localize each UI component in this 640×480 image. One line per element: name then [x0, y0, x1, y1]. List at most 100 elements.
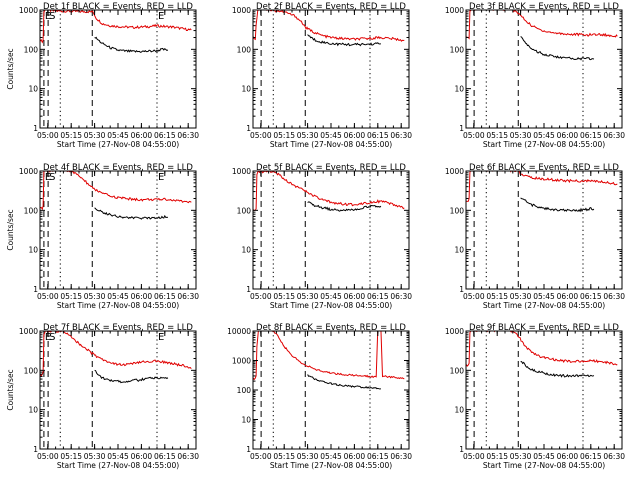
chart-title: Det 6f BLACK = Events, RED = LLD	[469, 163, 619, 173]
x-tick-label: 06:30	[390, 131, 412, 140]
x-tick-label: 05:00	[250, 131, 272, 140]
y-tick-label: 100	[24, 206, 39, 215]
chart-panel-3: Det 3f BLACK = Events, RED = LLD Start Ti…	[445, 2, 625, 149]
x-tick-label: 06:00	[131, 292, 153, 301]
chart-title: Det 2f BLACK = Events, RED = LLD	[256, 2, 406, 12]
x-tick-label: 06:00	[557, 452, 579, 461]
lld-series-line	[253, 171, 405, 211]
y-tick-label: 1	[459, 124, 464, 133]
x-tick-label: 06:30	[390, 292, 412, 301]
x-tick-label: 05:30	[510, 292, 532, 301]
y-tick-label: 10	[28, 406, 38, 415]
chart-title: Det 5f BLACK = Events, RED = LLD	[256, 163, 406, 173]
chart-panel-1: Det 1f BLACK = Events, RED = LLD Counts/s…	[6, 2, 199, 149]
x-tick-label: 06:15	[154, 292, 176, 301]
chart-panel-8: Det 8f BLACK = Events, RED = LLD Start Ti…	[227, 323, 412, 470]
marker-label: S	[49, 11, 55, 22]
plot-frame	[252, 330, 410, 450]
x-tick-label: 05:15	[60, 452, 82, 461]
x-tick-label: 06:00	[344, 131, 366, 140]
lld-series-line	[40, 10, 192, 44]
plot-frame	[39, 330, 197, 450]
y-tick-label: 100	[450, 45, 465, 54]
marker-label: E	[158, 172, 164, 183]
marker-label: E	[158, 11, 164, 22]
plot-frame	[465, 170, 623, 290]
x-tick-label: 05:15	[273, 292, 295, 301]
lld-series-line	[466, 171, 618, 202]
x-tick-label: 05:45	[533, 292, 555, 301]
lld-series-line	[253, 10, 405, 42]
plot-frame	[465, 9, 623, 129]
plot-frame	[39, 9, 197, 129]
x-tick-label: 06:30	[390, 452, 412, 461]
x-axis-label: Start Time (27-Nov-08 04:55:00)	[57, 461, 179, 470]
x-tick-label: 06:30	[603, 131, 625, 140]
marker-label: E	[45, 332, 51, 343]
events-series-line	[94, 207, 168, 220]
y-tick-label: 1000	[445, 327, 464, 336]
x-axis-label: Start Time (27-Nov-08 04:55:00)	[57, 301, 179, 310]
y-tick-label: 10	[454, 246, 464, 255]
y-tick-label: 10	[454, 85, 464, 94]
y-tick-label: 1000	[232, 6, 251, 15]
y-tick-label: 100	[450, 366, 465, 375]
x-tick-label: 05:30	[84, 452, 106, 461]
events-series-line	[307, 201, 382, 212]
y-tick-label: 1000	[445, 6, 464, 15]
chart-title: Det 3f BLACK = Events, RED = LLD	[469, 2, 619, 12]
x-tick-label: 05:15	[60, 131, 82, 140]
x-tick-label: 06:15	[580, 292, 602, 301]
y-tick-label: 10	[28, 85, 38, 94]
x-tick-label: 05:45	[320, 452, 342, 461]
y-tick-label: 1	[246, 124, 251, 133]
y-tick-label: 1	[33, 285, 38, 294]
marker-label: E	[158, 332, 164, 343]
y-tick-label: 1000	[19, 167, 38, 176]
y-tick-label: 1	[246, 285, 251, 294]
x-tick-label: 05:00	[250, 452, 272, 461]
x-tick-label: 06:30	[177, 131, 199, 140]
events-series-line	[94, 369, 169, 384]
y-tick-label: 100	[237, 45, 252, 54]
y-tick-label: 1000	[19, 327, 38, 336]
x-tick-label: 05:15	[486, 452, 508, 461]
y-tick-label: 10	[241, 246, 251, 255]
y-tick-label: 10	[241, 416, 251, 425]
x-tick-label: 05:15	[486, 292, 508, 301]
x-axis-label: Start Time (27-Nov-08 04:55:00)	[483, 301, 605, 310]
x-tick-label: 05:30	[84, 292, 106, 301]
lld-series-line	[253, 331, 405, 381]
x-axis-label: Start Time (27-Nov-08 04:55:00)	[270, 301, 392, 310]
x-tick-label: 06:15	[367, 292, 389, 301]
chart-title: Det 9f BLACK = Events, RED = LLD	[469, 323, 619, 333]
x-tick-label: 06:00	[557, 292, 579, 301]
events-series-line	[520, 197, 595, 213]
marker-label: S	[49, 172, 55, 183]
chart-panel-9: Det 9f BLACK = Events, RED = LLD Start Ti…	[445, 323, 625, 470]
x-tick-label: 05:15	[486, 131, 508, 140]
x-tick-label: 05:15	[273, 452, 295, 461]
x-tick-label: 06:15	[154, 131, 176, 140]
y-tick-label: 1	[33, 124, 38, 133]
marker-label: E	[45, 172, 51, 183]
lld-series-line	[40, 331, 192, 377]
chart-panel-2: Det 2f BLACK = Events, RED = LLD Start Ti…	[232, 2, 412, 149]
events-series-line	[520, 36, 595, 61]
y-axis-label: Counts/sec	[6, 369, 15, 410]
x-tick-label: 05:00	[463, 131, 485, 140]
y-tick-label: 100	[450, 206, 465, 215]
x-tick-label: 06:30	[603, 452, 625, 461]
x-tick-label: 05:30	[297, 131, 319, 140]
y-tick-label: 1	[33, 445, 38, 454]
y-tick-label: 100	[24, 366, 39, 375]
x-tick-label: 06:15	[367, 452, 389, 461]
x-tick-label: 05:00	[250, 292, 272, 301]
marker-label: S	[49, 332, 55, 343]
events-series-line	[520, 361, 595, 378]
marker-label: E	[45, 11, 51, 22]
y-tick-label: 1000	[445, 167, 464, 176]
y-tick-label: 100	[237, 386, 252, 395]
x-tick-label: 06:30	[177, 292, 199, 301]
x-tick-label: 05:00	[463, 292, 485, 301]
